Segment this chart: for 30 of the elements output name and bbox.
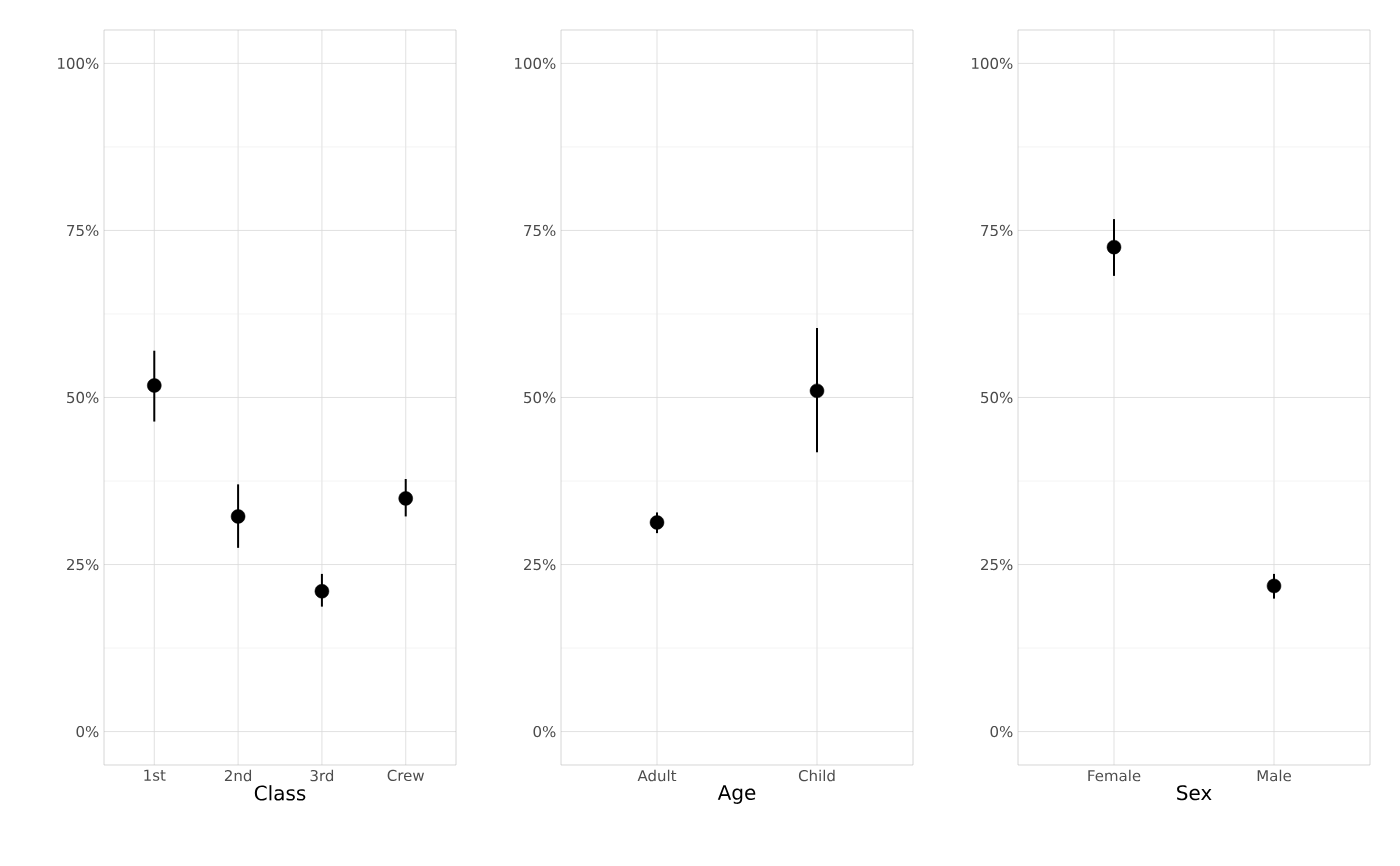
y-tick-label: 0%: [990, 725, 1013, 738]
x-tick-label: 1st: [144, 769, 166, 781]
y-tick-label: 0%: [533, 725, 556, 738]
y-tick-label: 100%: [972, 57, 1013, 70]
y-tick-label: 25%: [67, 558, 99, 571]
point: [230, 509, 246, 524]
x-tick-label: Female: [1088, 769, 1141, 782]
x-tick-label: Child: [798, 769, 835, 782]
x-tick-label: 3rd: [310, 769, 334, 782]
y-tick-label: 100%: [58, 57, 99, 70]
x-axis-title: Sex: [1177, 785, 1212, 801]
y-tick-label: 75%: [67, 224, 99, 237]
y-tick-label: 25%: [524, 558, 556, 571]
y-tick-label: 25%: [981, 558, 1013, 571]
x-tick-label: Adult: [637, 769, 677, 782]
x-tick-label: Male: [1257, 769, 1291, 782]
y-tick-label: 75%: [981, 224, 1013, 237]
point: [398, 491, 413, 506]
x-axis-title: Class: [254, 785, 306, 801]
y-tick-label: 75%: [524, 224, 556, 237]
point: [314, 584, 330, 599]
y-tick-label: 100%: [515, 57, 556, 70]
y-tick-label: 50%: [67, 391, 99, 404]
x-axis-title: Age: [717, 785, 756, 804]
y-tick-label: 50%: [981, 391, 1013, 404]
x-tick-label: Crew: [387, 769, 424, 782]
y-tick-label: 0%: [76, 725, 99, 738]
point: [147, 378, 162, 393]
x-tick-label: 2nd: [224, 769, 252, 782]
y-tick-label: 50%: [524, 391, 556, 404]
